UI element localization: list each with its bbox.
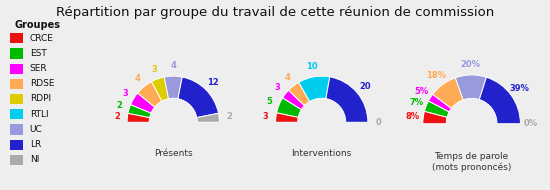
Wedge shape — [283, 90, 305, 110]
Wedge shape — [178, 77, 218, 118]
Text: EST: EST — [30, 49, 46, 58]
FancyBboxPatch shape — [10, 155, 23, 165]
Wedge shape — [423, 111, 447, 124]
Wedge shape — [151, 77, 168, 101]
Text: 20: 20 — [359, 82, 371, 91]
FancyBboxPatch shape — [10, 64, 23, 74]
Text: 3: 3 — [274, 83, 280, 92]
Text: RDPI: RDPI — [30, 94, 51, 103]
Wedge shape — [479, 77, 520, 124]
Text: 39%: 39% — [510, 84, 530, 93]
FancyBboxPatch shape — [10, 48, 23, 59]
Wedge shape — [197, 113, 219, 122]
Text: 2: 2 — [114, 112, 120, 121]
Text: Répartition par groupe du travail de cette réunion de commission: Répartition par groupe du travail de cet… — [56, 6, 494, 19]
Text: SER: SER — [30, 64, 47, 73]
Text: 5: 5 — [267, 97, 272, 106]
Wedge shape — [289, 82, 310, 106]
Text: RDSE: RDSE — [30, 79, 54, 88]
Text: 5%: 5% — [414, 87, 428, 96]
Wedge shape — [276, 113, 298, 122]
Text: 3: 3 — [263, 112, 268, 121]
Text: 8%: 8% — [405, 112, 420, 120]
Text: 7%: 7% — [409, 98, 424, 107]
Text: NI: NI — [30, 155, 39, 164]
FancyBboxPatch shape — [10, 124, 23, 135]
FancyBboxPatch shape — [10, 94, 23, 104]
Wedge shape — [127, 113, 150, 122]
Text: 3: 3 — [151, 65, 157, 74]
Text: 2: 2 — [226, 112, 232, 121]
Text: 4: 4 — [284, 73, 290, 82]
Text: LR: LR — [30, 140, 41, 149]
Text: CRCE: CRCE — [30, 34, 53, 43]
FancyBboxPatch shape — [10, 79, 23, 89]
Wedge shape — [131, 93, 155, 113]
Wedge shape — [433, 78, 463, 108]
FancyBboxPatch shape — [10, 139, 23, 150]
Wedge shape — [428, 94, 452, 112]
Wedge shape — [164, 76, 182, 99]
Text: 2: 2 — [117, 101, 122, 110]
Wedge shape — [455, 75, 486, 100]
Text: 3: 3 — [122, 89, 128, 98]
Text: Groupes: Groupes — [14, 20, 60, 30]
Wedge shape — [138, 82, 162, 107]
Text: 12: 12 — [207, 78, 219, 87]
FancyBboxPatch shape — [10, 33, 23, 44]
Text: 18%: 18% — [426, 71, 447, 80]
Wedge shape — [277, 98, 301, 117]
Text: RTLI: RTLI — [30, 110, 48, 119]
Wedge shape — [299, 76, 330, 101]
FancyBboxPatch shape — [10, 109, 23, 120]
Wedge shape — [128, 105, 151, 118]
Text: 0%: 0% — [524, 119, 538, 128]
Text: UC: UC — [30, 125, 42, 134]
Text: 0: 0 — [375, 118, 381, 127]
Wedge shape — [425, 101, 449, 117]
Text: 10: 10 — [306, 62, 318, 71]
Text: 4: 4 — [170, 62, 176, 70]
Wedge shape — [326, 77, 368, 122]
Text: Temps de parole
(mots prononcés): Temps de parole (mots prononcés) — [432, 152, 512, 172]
Text: Présents: Présents — [154, 149, 192, 158]
Text: Interventions: Interventions — [292, 149, 352, 158]
Text: 4: 4 — [135, 74, 140, 83]
Text: 20%: 20% — [461, 60, 481, 69]
